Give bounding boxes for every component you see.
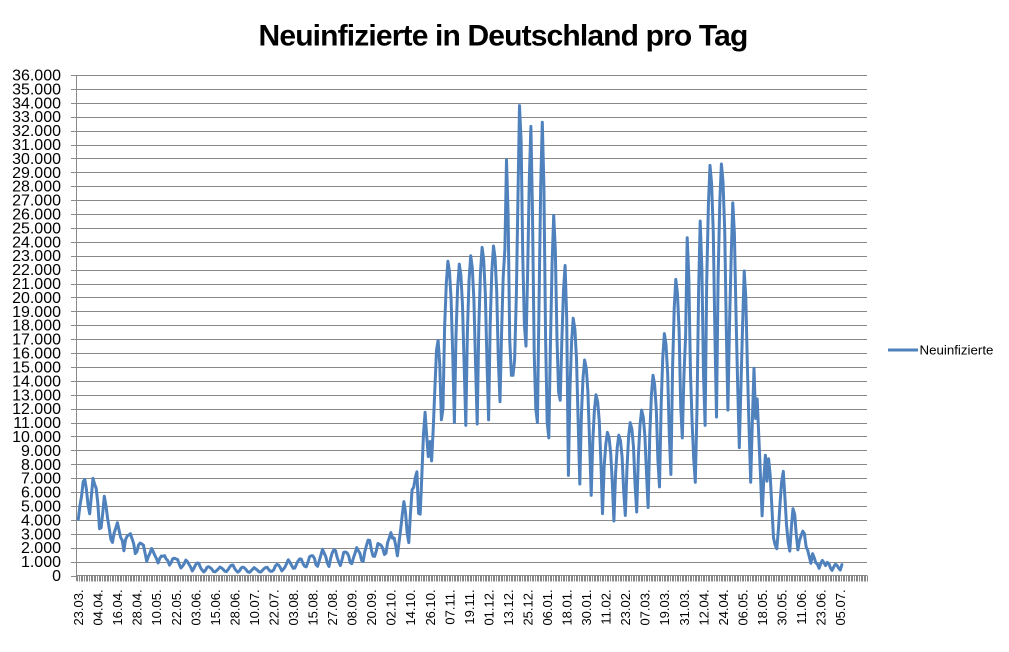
svg-text:1.000: 1.000 [21, 554, 61, 571]
svg-text:29.000: 29.000 [12, 165, 61, 182]
svg-text:13.000: 13.000 [12, 387, 61, 404]
svg-text:17.000: 17.000 [12, 332, 61, 349]
svg-text:18.000: 18.000 [12, 318, 61, 335]
svg-text:20.000: 20.000 [12, 290, 61, 307]
svg-text:06.01.: 06.01. [540, 589, 555, 625]
svg-text:36.000: 36.000 [12, 68, 61, 85]
svg-text:31.03.: 31.03. [677, 589, 692, 625]
svg-text:01.12.: 01.12. [481, 589, 496, 625]
svg-text:03.06.: 03.06. [188, 589, 203, 625]
svg-text:13.12.: 13.12. [501, 589, 516, 625]
svg-text:05.07.: 05.07. [833, 589, 848, 625]
svg-text:19.11.: 19.11. [462, 589, 477, 624]
svg-text:10.000: 10.000 [12, 429, 61, 446]
svg-text:9.000: 9.000 [21, 443, 61, 460]
svg-text:23.03.: 23.03. [71, 589, 86, 625]
svg-text:23.06.: 23.06. [814, 589, 829, 625]
svg-text:7.000: 7.000 [21, 471, 61, 488]
svg-text:30.05.: 30.05. [774, 589, 789, 625]
svg-text:02.10.: 02.10. [384, 589, 399, 625]
svg-text:35.000: 35.000 [12, 81, 61, 98]
svg-text:28.06.: 28.06. [227, 589, 242, 625]
svg-text:11.000: 11.000 [13, 415, 61, 432]
svg-text:07.03.: 07.03. [638, 589, 653, 625]
svg-text:27.08.: 27.08. [325, 589, 340, 625]
svg-text:15.08.: 15.08. [306, 589, 321, 625]
svg-text:16.000: 16.000 [12, 346, 61, 363]
svg-text:12.04.: 12.04. [696, 589, 711, 625]
svg-text:26.10.: 26.10. [423, 589, 438, 625]
svg-text:Neuinfizierte in Deutschland p: Neuinfizierte in Deutschland pro Tag [259, 20, 748, 53]
svg-text:31.000: 31.000 [12, 137, 61, 154]
svg-text:16.04.: 16.04. [110, 589, 125, 625]
svg-text:06.05.: 06.05. [735, 589, 750, 625]
svg-text:15.000: 15.000 [12, 360, 61, 377]
svg-text:11.02.: 11.02. [599, 589, 614, 624]
svg-text:20.09.: 20.09. [364, 589, 379, 625]
svg-text:23.000: 23.000 [12, 248, 61, 265]
svg-text:6.000: 6.000 [21, 485, 61, 502]
svg-text:08.09.: 08.09. [345, 589, 360, 625]
svg-text:Neuinfizierte: Neuinfizierte [920, 343, 994, 358]
svg-text:04.04.: 04.04. [91, 589, 106, 625]
svg-text:34.000: 34.000 [12, 95, 61, 112]
svg-text:27.000: 27.000 [12, 193, 61, 210]
svg-text:32.000: 32.000 [12, 123, 61, 140]
svg-text:10.05.: 10.05. [149, 589, 164, 625]
svg-text:33.000: 33.000 [12, 109, 61, 126]
svg-text:19.03.: 19.03. [657, 589, 672, 625]
svg-text:18.05.: 18.05. [755, 589, 770, 625]
svg-text:19.000: 19.000 [12, 304, 61, 321]
svg-text:07.11.: 07.11. [442, 589, 457, 624]
svg-text:5.000: 5.000 [21, 499, 61, 516]
svg-text:18.01.: 18.01. [560, 589, 575, 625]
svg-text:3.000: 3.000 [21, 526, 61, 543]
svg-text:12.000: 12.000 [12, 401, 61, 418]
svg-text:22.05.: 22.05. [169, 589, 184, 625]
svg-text:0: 0 [52, 568, 61, 585]
svg-text:26.000: 26.000 [12, 207, 61, 224]
svg-text:24.000: 24.000 [12, 234, 61, 251]
svg-text:28.000: 28.000 [12, 179, 61, 196]
svg-text:25.000: 25.000 [12, 220, 61, 237]
svg-text:8.000: 8.000 [21, 457, 61, 474]
svg-text:22.000: 22.000 [12, 262, 61, 279]
svg-text:10.07.: 10.07. [247, 589, 262, 625]
svg-text:22.07.: 22.07. [267, 589, 282, 625]
svg-text:23.02.: 23.02. [618, 589, 633, 625]
svg-text:4.000: 4.000 [21, 512, 61, 529]
svg-text:30.01.: 30.01. [579, 589, 594, 625]
svg-text:30.000: 30.000 [12, 151, 61, 168]
svg-text:03.08.: 03.08. [286, 589, 301, 625]
svg-text:24.04.: 24.04. [716, 589, 731, 625]
svg-text:15.06.: 15.06. [208, 589, 223, 625]
svg-text:25.12.: 25.12. [521, 589, 536, 625]
svg-text:2.000: 2.000 [21, 540, 61, 557]
svg-text:14.10.: 14.10. [403, 589, 418, 625]
svg-text:28.04.: 28.04. [130, 589, 145, 625]
svg-text:14.000: 14.000 [12, 373, 61, 390]
svg-text:11.06.: 11.06. [794, 589, 809, 624]
svg-text:21.000: 21.000 [12, 276, 61, 293]
